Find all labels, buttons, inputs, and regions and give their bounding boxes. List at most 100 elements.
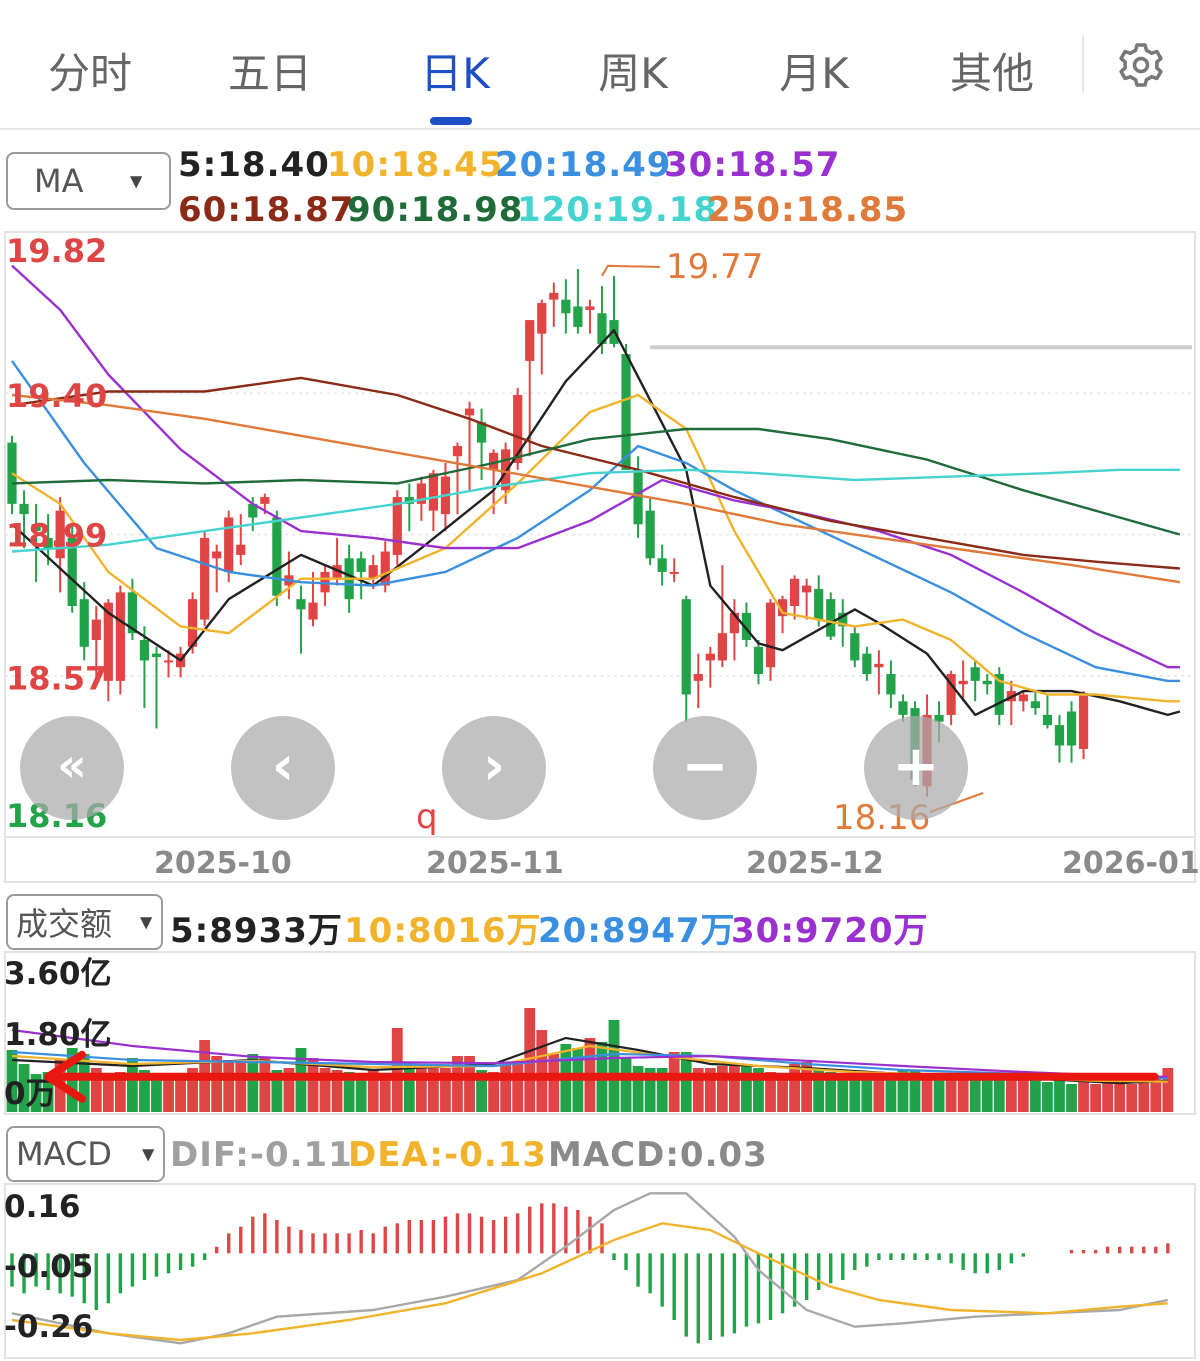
candle-body	[537, 303, 547, 334]
volume-bar	[1126, 1084, 1138, 1112]
candle-body	[67, 537, 77, 606]
volume-axis-label: 3.60亿	[4, 956, 112, 992]
candle-body	[597, 313, 607, 344]
vol-ma5-legend: 5:8933万	[170, 911, 343, 951]
volume-bar	[644, 1068, 656, 1112]
macd-frame	[4, 1183, 1196, 1359]
candle-body	[765, 602, 776, 668]
candle-body	[802, 585, 812, 593]
volume-bar	[319, 1068, 331, 1112]
dea-legend: DEA:-0.13	[348, 1135, 547, 1175]
candle-body	[139, 640, 150, 661]
volume-bar	[42, 1072, 54, 1112]
scroll-left-button[interactable]: ‹	[231, 716, 335, 820]
volume-bar	[1005, 1078, 1017, 1112]
candlestick-chart[interactable]: 19.8219.4018.9918.5718.162025-102025-112…	[0, 230, 1200, 885]
candle	[1018, 691, 1028, 712]
gear-icon[interactable]	[1116, 40, 1166, 90]
chevron-down-icon: ▼	[130, 171, 143, 191]
volume-bar	[367, 1070, 379, 1112]
minus-icon: −	[681, 734, 729, 799]
candle	[1030, 691, 1040, 715]
tab-monthly-k[interactable]: 月K	[779, 49, 849, 98]
volume-bar	[957, 1078, 969, 1112]
tab-daily-k[interactable]: 日K	[420, 49, 490, 98]
volume-bar	[729, 1064, 740, 1112]
ma-indicator-select[interactable]: MA ▼	[6, 152, 171, 210]
candle	[645, 497, 655, 566]
candle-body	[729, 612, 739, 634]
candle-body	[753, 646, 764, 675]
volume-bar	[259, 1058, 271, 1112]
candle-body	[621, 354, 631, 470]
volume-bar	[813, 1068, 825, 1112]
scroll-right-button[interactable]: ›	[442, 716, 546, 820]
candle	[452, 442, 463, 515]
candle	[717, 565, 727, 668]
candle	[79, 582, 89, 661]
page-back-button[interactable]: «	[20, 716, 124, 820]
volume-bar	[716, 1066, 728, 1112]
ma10-line	[11, 393, 1180, 703]
volume-bar	[379, 1076, 391, 1112]
candle-body	[380, 551, 390, 586]
candle-body	[356, 558, 366, 572]
tab-divider	[1082, 35, 1084, 93]
candle-body	[1078, 694, 1089, 749]
macd-chart[interactable]: 0.16 -0.05 -0.26	[0, 1182, 1200, 1361]
candle-body	[163, 660, 174, 663]
macd-axis-label: -0.26	[4, 1309, 93, 1345]
stray-text: q	[416, 797, 438, 837]
volume-chart[interactable]: 3.60亿 1.80亿 0万	[0, 950, 1200, 1118]
candle-body	[296, 599, 306, 610]
ma250-line	[11, 393, 1181, 584]
volume-bar	[18, 1064, 30, 1112]
candle	[404, 483, 414, 532]
candle-body	[693, 674, 703, 681]
chevron-down-icon: ▼	[140, 912, 153, 932]
volume-bar	[307, 1058, 319, 1112]
candle-body	[886, 674, 896, 695]
tab-other[interactable]: 其他	[949, 49, 1034, 98]
tab-intraday[interactable]: 分时	[47, 49, 132, 98]
volume-bar	[668, 1052, 680, 1112]
volume-bar	[1102, 1082, 1114, 1112]
macd-indicator-select[interactable]: MACD ▼	[6, 1126, 165, 1182]
candle	[585, 299, 595, 334]
candle	[958, 660, 968, 702]
volume-bar	[1162, 1068, 1174, 1112]
candle	[392, 490, 402, 566]
volume-bar	[620, 1058, 632, 1112]
candle	[296, 585, 306, 654]
tab-weekly-k[interactable]: 周K	[598, 49, 668, 98]
volume-indicator-select[interactable]: 成交额 ▼	[6, 894, 163, 950]
candle-body	[55, 510, 65, 559]
candle	[1066, 701, 1077, 763]
high-pointer	[601, 264, 661, 277]
candle-body	[200, 537, 210, 620]
zoom-in-button[interactable]: +	[864, 716, 968, 820]
zoom-out-button[interactable]: −	[653, 716, 757, 820]
volume-bar	[488, 1072, 499, 1112]
dea-line	[11, 1222, 1168, 1342]
candle-body	[934, 714, 944, 722]
volume-bar	[151, 1074, 162, 1112]
candle-body	[585, 306, 595, 310]
candle-body	[224, 517, 234, 572]
candle	[91, 605, 101, 681]
volume-bar	[825, 1072, 837, 1112]
candle	[982, 674, 992, 695]
candle-body	[236, 544, 246, 555]
ma90-legend: 90:18.98	[347, 190, 524, 230]
volume-bar	[656, 1068, 668, 1112]
candle	[537, 299, 547, 375]
candle	[669, 558, 679, 583]
ma60-line	[11, 376, 1180, 570]
dif-legend: DIF:-0.11	[170, 1135, 353, 1175]
tab-five-day[interactable]: 五日	[227, 49, 312, 98]
volume-bar	[428, 1064, 439, 1112]
volume-bar	[741, 1064, 752, 1112]
ma90-line	[11, 427, 1181, 536]
ma60-legend: 60:18.87	[178, 190, 355, 230]
volume-bar	[548, 1054, 560, 1112]
